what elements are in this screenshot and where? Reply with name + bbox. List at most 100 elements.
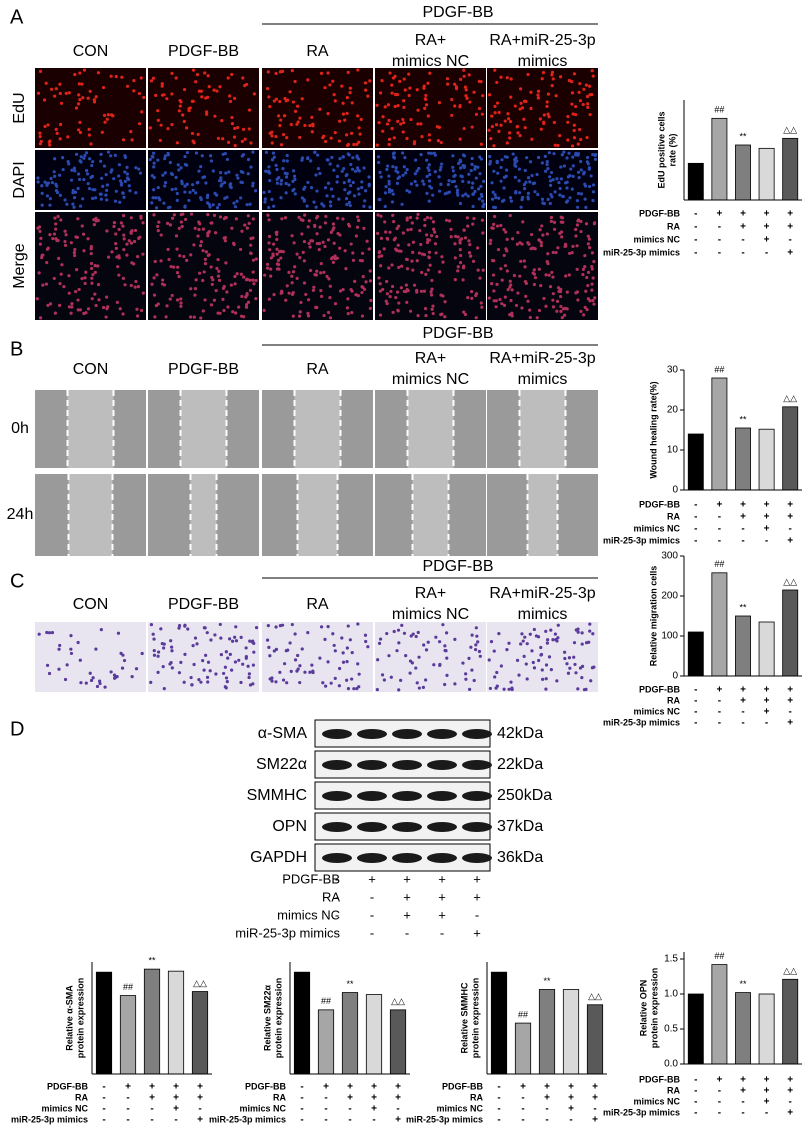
cell xyxy=(245,203,249,207)
condition-mark: - xyxy=(694,1075,697,1086)
cell xyxy=(551,305,556,309)
cell xyxy=(123,179,128,183)
cell xyxy=(422,182,426,186)
cell xyxy=(572,128,576,133)
condition-mark: + xyxy=(764,235,770,246)
cell xyxy=(524,180,528,184)
cell xyxy=(218,622,222,627)
cell xyxy=(430,307,434,311)
cell xyxy=(160,84,164,88)
cell xyxy=(375,143,379,147)
cell xyxy=(326,112,330,116)
cell xyxy=(123,283,127,287)
cell xyxy=(389,675,393,679)
condition-mark: + xyxy=(787,1108,793,1119)
cell xyxy=(520,195,525,200)
cell xyxy=(279,182,283,186)
cell xyxy=(522,654,526,659)
cell xyxy=(404,290,408,294)
cell xyxy=(165,304,169,308)
cell xyxy=(458,160,462,164)
cell xyxy=(109,170,113,174)
cell xyxy=(328,162,332,166)
cell xyxy=(207,230,211,234)
cell xyxy=(466,224,470,228)
cell xyxy=(279,143,284,147)
cell xyxy=(74,152,79,156)
cell xyxy=(302,259,306,263)
cell xyxy=(403,156,407,160)
cell xyxy=(156,654,160,658)
cell xyxy=(150,201,154,205)
condition-mark: + xyxy=(716,500,722,511)
cell xyxy=(201,249,205,253)
cell xyxy=(472,90,476,94)
cell xyxy=(584,205,588,210)
cell xyxy=(473,167,477,171)
cell xyxy=(290,274,294,278)
cell xyxy=(424,678,428,682)
cell xyxy=(105,183,109,187)
cell xyxy=(244,656,248,660)
cell xyxy=(495,160,499,164)
cell xyxy=(93,270,97,274)
cell xyxy=(579,159,583,164)
cell xyxy=(437,101,442,105)
cell xyxy=(47,631,52,635)
cell xyxy=(170,293,174,298)
cell xyxy=(536,635,541,639)
cell xyxy=(479,301,483,305)
condition-mark: - xyxy=(789,1097,792,1108)
cell xyxy=(94,219,98,223)
cell xyxy=(383,220,387,224)
cell xyxy=(125,253,129,257)
cell xyxy=(478,172,482,176)
cell xyxy=(514,164,518,168)
cell xyxy=(572,655,576,659)
cell xyxy=(134,279,138,284)
cell xyxy=(156,118,160,122)
cell xyxy=(461,179,465,183)
cell xyxy=(581,267,585,271)
cell xyxy=(413,179,417,184)
cell xyxy=(396,309,400,313)
cell xyxy=(214,672,218,676)
cell xyxy=(189,287,193,291)
condition-mark: - xyxy=(694,707,697,718)
cell xyxy=(502,687,506,691)
cell xyxy=(474,316,478,320)
cell xyxy=(140,308,144,313)
cell xyxy=(405,216,409,220)
cell xyxy=(102,113,107,117)
cell xyxy=(488,154,492,159)
cell xyxy=(80,82,84,86)
cell xyxy=(213,191,217,195)
cell xyxy=(505,141,509,145)
condition-mark: - xyxy=(102,1093,105,1104)
cell xyxy=(381,129,385,133)
cell xyxy=(208,669,212,673)
cell xyxy=(579,309,583,313)
cell xyxy=(157,196,161,200)
condition-mark: + xyxy=(787,696,793,707)
cell xyxy=(154,93,158,97)
cell xyxy=(63,239,67,244)
cell xyxy=(385,279,389,284)
cell xyxy=(519,205,523,209)
cell xyxy=(185,182,189,186)
cell xyxy=(494,123,499,127)
cell xyxy=(268,677,272,681)
cell xyxy=(402,165,406,169)
cell xyxy=(199,197,203,202)
cell xyxy=(209,154,213,158)
y-axis-label: protein expression xyxy=(649,968,659,1049)
cell xyxy=(274,680,278,684)
condition-mark: - xyxy=(718,536,721,547)
cell xyxy=(88,89,92,93)
cell xyxy=(382,678,386,682)
cell xyxy=(244,278,249,282)
cell xyxy=(319,288,323,293)
cell xyxy=(179,166,183,170)
cell xyxy=(488,159,493,164)
cell xyxy=(234,625,238,629)
